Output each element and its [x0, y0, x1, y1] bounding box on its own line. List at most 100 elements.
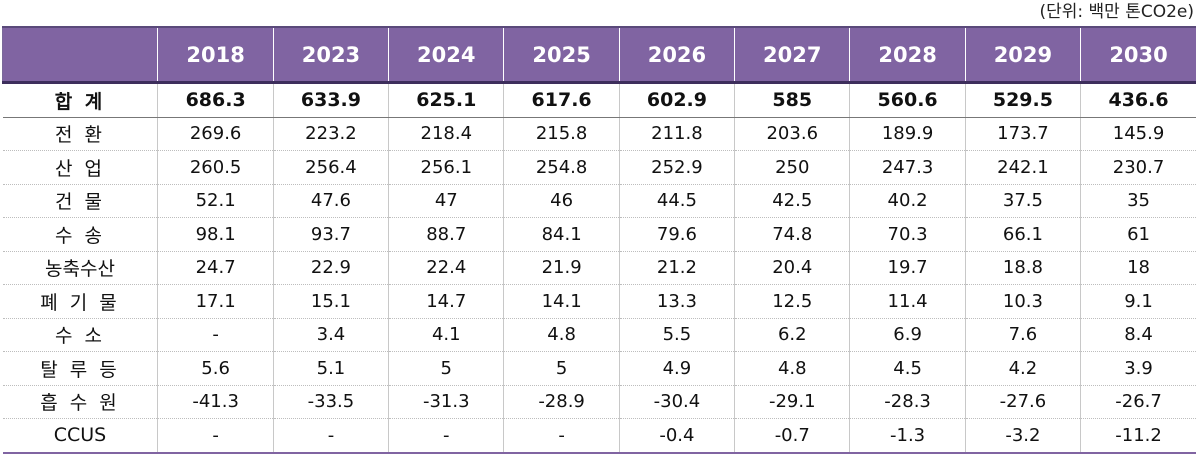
- cell-value: 4.9: [618, 351, 735, 386]
- cell-value: 17.1: [157, 284, 274, 319]
- cell-value: 14.1: [503, 284, 620, 319]
- cell-value: 173.7: [964, 117, 1081, 151]
- row-label: 탈 루 등: [2, 351, 158, 386]
- row-label: 건 물: [2, 184, 158, 218]
- cell-value: 269.6: [157, 117, 274, 151]
- cell-value: 88.7: [388, 217, 504, 252]
- header-year: 2028: [849, 26, 966, 84]
- row-label: 합 계: [2, 82, 158, 118]
- cell-value: 42.5: [734, 184, 850, 218]
- cell-value: 242.1: [964, 150, 1081, 185]
- cell-value: 35: [1080, 184, 1196, 218]
- cell-value: 44.5: [618, 184, 735, 218]
- cell-value: 13.3: [618, 284, 735, 319]
- cell-value: 9.1: [1080, 284, 1196, 319]
- cell-value: 22.4: [388, 251, 504, 285]
- cell-value: 254.8: [503, 150, 620, 185]
- cell-value: 215.8: [503, 117, 620, 151]
- emissions-table: 2018 2023 2024 2025 2026 2027 2028 2029 …: [1, 26, 1196, 454]
- cell-value: 5.5: [618, 318, 735, 352]
- header-year: 2018: [157, 26, 274, 84]
- header-year: 2024: [388, 26, 504, 84]
- cell-value: 436.6: [1080, 82, 1196, 118]
- cell-value: 18: [1080, 251, 1196, 285]
- unit-note: (단위: 백만 톤CO2e): [1039, 2, 1194, 22]
- cell-value: -27.6: [964, 385, 1081, 419]
- cell-value: 22.9: [272, 251, 389, 285]
- cell-value: -30.4: [618, 385, 735, 419]
- cell-value: 625.1: [388, 82, 504, 118]
- cell-value: 24.7: [157, 251, 274, 285]
- cell-value: 74.8: [734, 217, 850, 252]
- cell-value: 12.5: [734, 284, 850, 319]
- cell-value: 21.9: [503, 251, 620, 285]
- header-year: 2030: [1080, 26, 1196, 84]
- cell-value: 79.6: [618, 217, 735, 252]
- row-label: 전 환: [2, 117, 158, 151]
- header-row: 2018 2023 2024 2025 2026 2027 2028 2029 …: [1, 26, 1196, 84]
- cell-value: 20.4: [734, 251, 850, 285]
- cell-value: 686.3: [157, 82, 274, 118]
- cell-value: 6.9: [849, 318, 966, 352]
- cell-value: 4.5: [849, 351, 966, 386]
- cell-value: 211.8: [618, 117, 735, 151]
- cell-value: 18.8: [964, 251, 1081, 285]
- cell-value: -31.3: [388, 385, 504, 419]
- cell-value: 8.4: [1080, 318, 1196, 352]
- cell-value: 4.2: [964, 351, 1081, 386]
- cell-value: 21.2: [618, 251, 735, 285]
- cell-value: 585: [734, 82, 850, 118]
- cell-value: 15.1: [272, 284, 389, 319]
- header-year: 2027: [734, 26, 850, 84]
- cell-value: 61: [1080, 217, 1196, 252]
- header-year: 2029: [964, 26, 1081, 84]
- cell-value: 40.2: [849, 184, 966, 218]
- table-row: 건 물 52.1 47.6 47 46 44.5 42.5 40.2 37.5 …: [2, 184, 1196, 218]
- cell-value: 256.1: [388, 150, 504, 185]
- cell-value: 93.7: [272, 217, 389, 252]
- table-row: 탈 루 등 5.6 5.1 5 5 4.9 4.8 4.5 4.2 3.9: [2, 351, 1196, 386]
- cell-value: 252.9: [618, 150, 735, 185]
- cell-value: 633.9: [272, 82, 389, 118]
- cell-value: 5: [388, 351, 504, 386]
- row-label: 수 송: [2, 217, 158, 252]
- cell-value: 560.6: [849, 82, 966, 118]
- cell-value: 7.6: [964, 318, 1081, 352]
- cell-value: 52.1: [157, 184, 274, 218]
- table-row: 수 소 - 3.4 4.1 4.8 5.5 6.2 6.9 7.6 8.4: [2, 318, 1196, 352]
- header-year: 2025: [503, 26, 620, 84]
- cell-value: 84.1: [503, 217, 620, 252]
- cell-value: 3.9: [1080, 351, 1196, 386]
- cell-value: 260.5: [157, 150, 274, 185]
- table-row: 흡 수 원 -41.3 -33.5 -31.3 -28.9 -30.4 -29.…: [2, 385, 1196, 419]
- header-corner: [1, 26, 158, 84]
- header-year: 2026: [618, 26, 735, 84]
- cell-value: -28.9: [503, 385, 620, 419]
- cell-value: 4.8: [734, 351, 850, 386]
- cell-value: 250: [734, 150, 850, 185]
- cell-value: 223.2: [272, 117, 389, 151]
- cell-value: 47: [388, 184, 504, 218]
- cell-value: 5.6: [157, 351, 274, 386]
- header-year: 2023: [272, 26, 389, 84]
- cell-value: -26.7: [1080, 385, 1196, 419]
- cell-value: 70.3: [849, 217, 966, 252]
- cell-value: 5.1: [272, 351, 389, 386]
- cell-value: 46: [503, 184, 620, 218]
- cell-value: -29.1: [734, 385, 850, 419]
- table-body: 합 계 686.3 633.9 625.1 617.6 602.9 585 56…: [2, 82, 1196, 454]
- cell-value: 5: [503, 351, 620, 386]
- cell-value: 10.3: [964, 284, 1081, 319]
- cell-value: -28.3: [849, 385, 966, 419]
- cell-value: 529.5: [964, 82, 1081, 118]
- cell-value: 37.5: [964, 184, 1081, 218]
- cell-value: 145.9: [1080, 117, 1196, 151]
- cell-value: 247.3: [849, 150, 966, 185]
- cell-value: -33.5: [272, 385, 389, 419]
- cell-value: 14.7: [388, 284, 504, 319]
- cell-value: 189.9: [849, 117, 966, 151]
- row-label: 흡 수 원: [2, 385, 158, 419]
- table-header: 2018 2023 2024 2025 2026 2027 2028 2029 …: [1, 26, 1196, 84]
- cell-value: -: [157, 318, 274, 352]
- table-row: 수 송 98.1 93.7 88.7 84.1 79.6 74.8 70.3 6…: [2, 217, 1196, 252]
